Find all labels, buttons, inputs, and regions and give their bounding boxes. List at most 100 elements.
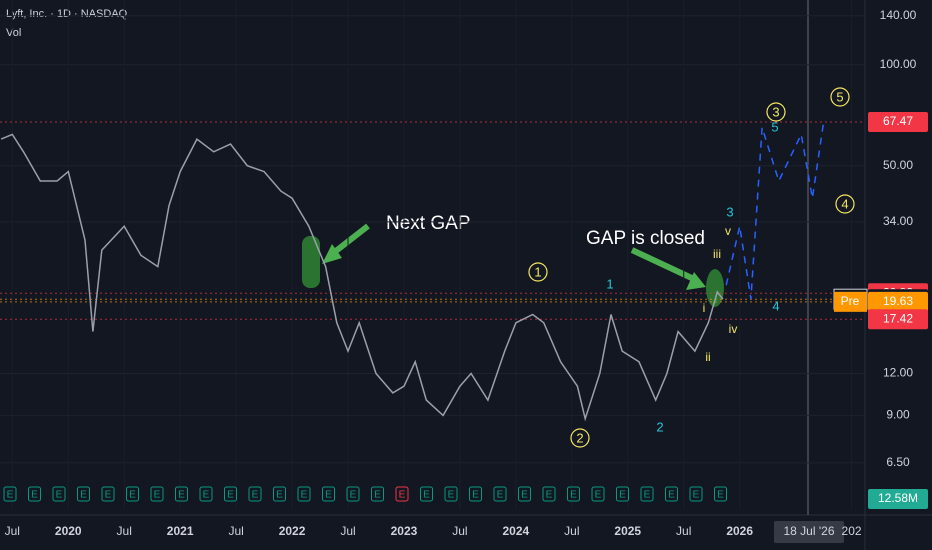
- wave-major: 5: [836, 89, 843, 104]
- earnings-letter: E: [693, 490, 700, 501]
- earnings-letter: E: [203, 490, 210, 501]
- wave-circle: [835, 194, 855, 214]
- earnings-letter: E: [570, 490, 577, 501]
- earnings-icon: [640, 486, 654, 502]
- x-tick-label: 2026: [726, 524, 753, 538]
- price-line-series: [0, 133, 724, 422]
- wave-minor: 1: [606, 276, 613, 291]
- x-tick-label: Jul: [452, 524, 467, 538]
- earnings-icon: [689, 486, 703, 502]
- earnings-letter: E: [31, 490, 38, 501]
- wave-minor: 4: [772, 298, 779, 313]
- earnings-icon: [665, 486, 678, 502]
- price-tag: [868, 291, 928, 312]
- earnings-letter: E: [472, 490, 479, 501]
- earnings-letter: E: [301, 490, 308, 501]
- volume-value: 12.58M: [878, 491, 918, 505]
- x-tick-label: 2021: [167, 524, 194, 538]
- price-name: Pre: [841, 294, 860, 308]
- earnings-letter: E: [56, 490, 63, 501]
- earnings-letter: E: [129, 490, 136, 501]
- earnings-letter: E: [252, 490, 259, 501]
- x-tick-label: Jul: [117, 524, 132, 538]
- arrow: [630, 247, 698, 283]
- wave-circle: [766, 102, 786, 122]
- x-tick-label: Jul: [676, 524, 691, 538]
- earnings-icon: [346, 486, 360, 502]
- x-tick-label: 202: [842, 524, 862, 538]
- earnings-letter: E: [350, 490, 357, 501]
- symbol-title: Lyft, Inc. · 1D · NASDAQ: [6, 8, 128, 20]
- wave-major: 2: [576, 430, 583, 445]
- price-tag: [868, 309, 928, 330]
- earnings-icon: [567, 486, 580, 502]
- earnings-letter: E: [546, 490, 553, 501]
- earnings-icon: [150, 486, 164, 502]
- earnings-letter: E: [595, 490, 602, 501]
- x-tick-label: 2024: [503, 524, 530, 538]
- earnings-letter: E: [374, 490, 381, 501]
- earnings-icon: [297, 486, 311, 502]
- wave-circle: [570, 428, 590, 448]
- x-tick-label: 2025: [614, 524, 641, 538]
- wave-major: 1: [534, 264, 541, 279]
- earnings-icon: [77, 486, 90, 502]
- x-tick-label: Jul: [340, 524, 355, 538]
- earnings-icon: [616, 486, 629, 502]
- earnings-letter: E: [644, 490, 651, 501]
- earnings-letter: E: [717, 490, 724, 501]
- earnings-icon: [224, 486, 237, 502]
- earnings-icon: [248, 486, 262, 502]
- y-tick-label: 140.00: [880, 8, 917, 22]
- wave-sub: v: [725, 224, 731, 238]
- price-value: 67.47: [883, 114, 913, 128]
- earnings-icon: [322, 486, 335, 502]
- earnings-icon: [542, 486, 556, 502]
- y-tick-label: 34.00: [883, 214, 913, 228]
- earnings-icon: [444, 486, 458, 502]
- x-tick-label: Jul: [228, 524, 243, 538]
- earnings-letter: E: [325, 490, 332, 501]
- earnings-icon: [493, 486, 507, 502]
- earnings-icon: [199, 486, 213, 502]
- price-tag: [834, 291, 867, 312]
- wave-sub: i: [703, 301, 706, 315]
- earnings-letter: E: [521, 490, 528, 501]
- wave-minor: 5: [771, 119, 778, 134]
- earnings-icon: [420, 486, 433, 502]
- wave-circle: [528, 262, 548, 282]
- x-tick-label: 2022: [279, 524, 306, 538]
- wave-sub: iii: [713, 247, 721, 261]
- arrow-head: [686, 272, 706, 290]
- annotation: Next GAP: [386, 213, 470, 234]
- y-tick-label: 50.00: [883, 158, 913, 172]
- x-tick-label: Jul: [564, 524, 579, 538]
- wave-major: 3: [772, 104, 779, 119]
- earnings-letter: E: [668, 490, 675, 501]
- x-tick-label: 2023: [391, 524, 418, 538]
- earnings-icon: [126, 486, 139, 502]
- wave-minor: 2: [656, 419, 663, 434]
- price-tag: [868, 112, 928, 133]
- earnings-letter: E: [399, 490, 406, 501]
- annotation: GAP is closed: [586, 228, 705, 249]
- earnings-letter: E: [619, 490, 626, 501]
- earnings-icon: [518, 486, 531, 502]
- crosshair-label: 18 Jul '26: [784, 524, 835, 538]
- earnings-icon: [175, 486, 188, 502]
- y-tick-label: 9.00: [886, 408, 910, 422]
- earnings-letter: E: [154, 490, 161, 501]
- earnings-icon: [371, 486, 384, 502]
- earnings-letter: E: [423, 490, 430, 501]
- earnings-letter: E: [178, 490, 185, 501]
- x-tick-label: Jul: [5, 524, 20, 538]
- wave-minor: 3: [726, 204, 733, 219]
- wave-sub: iv: [729, 322, 738, 336]
- earnings-letter: E: [80, 490, 87, 501]
- volume-tag: [868, 489, 928, 509]
- y-tick-label: 6.50: [886, 455, 910, 469]
- earnings-icon: [714, 486, 727, 502]
- wave-major: 4: [841, 196, 848, 211]
